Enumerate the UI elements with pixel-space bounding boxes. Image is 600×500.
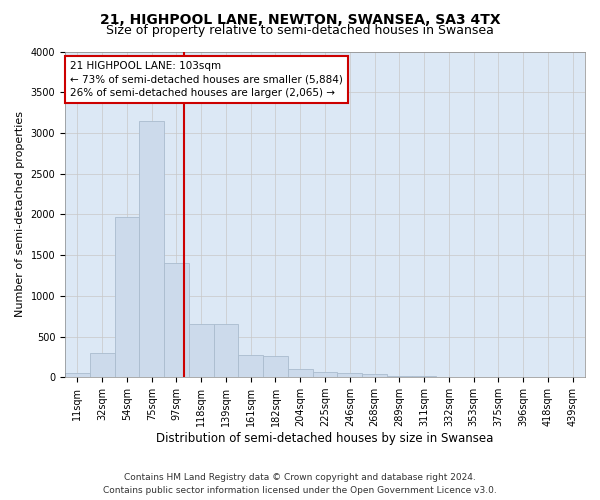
Bar bbox=[387, 376, 412, 377]
Bar bbox=[65, 373, 90, 377]
Bar bbox=[412, 376, 436, 377]
Bar bbox=[139, 120, 164, 377]
Bar bbox=[362, 374, 387, 377]
Bar bbox=[263, 356, 288, 377]
Bar bbox=[288, 369, 313, 377]
Bar bbox=[164, 263, 189, 377]
Bar bbox=[337, 374, 362, 377]
Text: Size of property relative to semi-detached houses in Swansea: Size of property relative to semi-detach… bbox=[106, 24, 494, 37]
Text: Contains HM Land Registry data © Crown copyright and database right 2024.
Contai: Contains HM Land Registry data © Crown c… bbox=[103, 474, 497, 495]
Text: 21, HIGHPOOL LANE, NEWTON, SWANSEA, SA3 4TX: 21, HIGHPOOL LANE, NEWTON, SWANSEA, SA3 … bbox=[100, 12, 500, 26]
Text: 21 HIGHPOOL LANE: 103sqm
← 73% of semi-detached houses are smaller (5,884)
26% o: 21 HIGHPOOL LANE: 103sqm ← 73% of semi-d… bbox=[70, 62, 343, 98]
Bar bbox=[238, 355, 263, 377]
Y-axis label: Number of semi-detached properties: Number of semi-detached properties bbox=[15, 112, 25, 318]
Bar bbox=[115, 217, 139, 377]
Bar bbox=[189, 324, 214, 377]
Bar bbox=[313, 372, 337, 377]
X-axis label: Distribution of semi-detached houses by size in Swansea: Distribution of semi-detached houses by … bbox=[157, 432, 494, 445]
Bar bbox=[214, 324, 238, 377]
Bar bbox=[90, 353, 115, 377]
